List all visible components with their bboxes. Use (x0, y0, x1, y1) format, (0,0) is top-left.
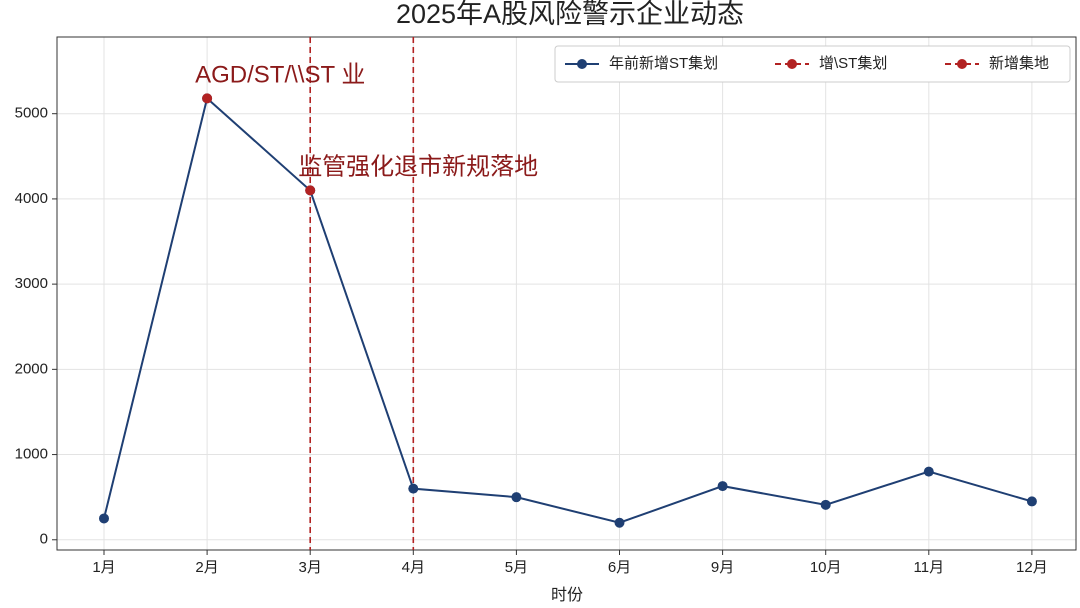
legend-marker (577, 59, 587, 69)
data-point (305, 185, 316, 196)
data-point (202, 93, 213, 104)
data-point (717, 481, 728, 492)
series-line (103, 96, 1033, 524)
data-point (408, 483, 419, 494)
x-tick-label: 12月 (1016, 559, 1048, 576)
x-tick-label: 3月 (299, 559, 322, 576)
x-tick-label: 10月 (810, 559, 842, 576)
data-point (511, 492, 522, 503)
annotation: 监管强化退市新规落地 (298, 154, 538, 181)
y-tick-label: 5000 (15, 105, 48, 122)
legend-label: 新增集地 (989, 55, 1049, 72)
x-tick-label: 5月 (505, 559, 528, 576)
x-tick-label: 4月 (402, 559, 425, 576)
y-tick-label: 0 (40, 531, 48, 548)
plot-frame (56, 36, 1077, 551)
x-tick-label: 1月 (92, 559, 115, 576)
x-tick-label: 11月 (914, 559, 945, 576)
legend-label: 增\ST集划 (819, 55, 887, 72)
y-tick-label: 4000 (15, 190, 48, 207)
data-point (923, 466, 934, 477)
legend-label: 年前新增ST集划 (609, 55, 718, 72)
data-point (1026, 496, 1037, 507)
x-axis-label: 时份 (551, 586, 583, 604)
data-point (614, 517, 625, 528)
y-tick-label: 3000 (15, 275, 48, 292)
x-tick-label: 2月 (195, 559, 218, 576)
y-tick-label: 2000 (15, 360, 48, 377)
legend-marker (957, 59, 967, 69)
data-point (99, 513, 109, 524)
x-tick-label: 9月 (711, 559, 734, 576)
legend-marker (787, 59, 797, 69)
x-tick-label: 6月 (608, 559, 631, 576)
legend-box (554, 45, 1071, 83)
chart-title: 2025年A股风险警示企业动态 (396, 0, 744, 29)
data-point (820, 499, 831, 510)
annotation: AGD/ST/\\ST 业 (195, 62, 365, 89)
y-tick-label: 1000 (15, 446, 48, 463)
